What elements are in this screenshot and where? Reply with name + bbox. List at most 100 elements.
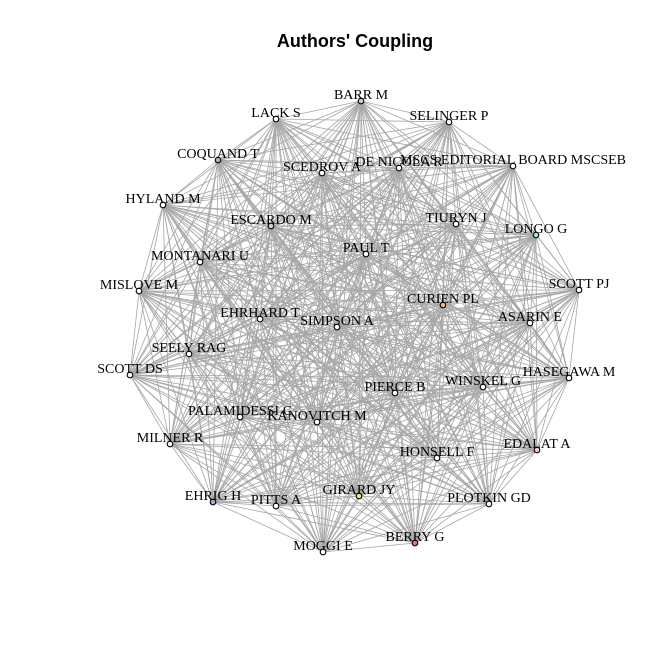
coupling-edge	[138, 253, 367, 292]
coupling-edge	[322, 542, 416, 553]
node-label-lack-s: LACK S	[251, 106, 300, 121]
coupling-edge	[358, 457, 438, 497]
coupling-edge	[336, 322, 531, 328]
coupling-edge	[169, 416, 241, 445]
coupling-edge	[162, 204, 537, 236]
coupling-edge	[270, 225, 367, 255]
coupling-edge	[436, 223, 457, 459]
coupling-edge	[259, 318, 338, 328]
coupling-edge	[448, 121, 514, 167]
node-longo-g	[532, 231, 540, 239]
node-label-scedrov-a: SCEDROV A	[283, 160, 362, 175]
coupling-edge	[316, 421, 416, 544]
coupling-edge	[129, 326, 338, 376]
coupling-edge	[275, 322, 531, 507]
node-label-simpson-a: SIMPSON A	[300, 314, 374, 329]
coupling-edge	[316, 165, 514, 423]
coupling-edge	[138, 290, 484, 388]
coupling-edge	[316, 304, 444, 423]
coupling-edge	[322, 386, 484, 553]
coupling-edge	[199, 261, 338, 328]
coupling-edge	[535, 234, 538, 451]
coupling-edge	[316, 392, 396, 423]
coupling-edge	[138, 118, 277, 292]
coupling-edge	[365, 253, 531, 324]
coupling-edge	[316, 253, 367, 423]
coupling-edge	[129, 318, 261, 376]
coupling-edge	[270, 225, 338, 328]
coupling-edge	[529, 322, 570, 379]
coupling-edge	[169, 304, 444, 445]
coupling-edge	[414, 322, 531, 544]
coupling-edge	[169, 443, 277, 507]
node-ehrig-h	[209, 498, 217, 506]
coupling-edge	[169, 234, 537, 445]
coupling-edge	[568, 289, 580, 379]
coupling-edge	[199, 223, 457, 263]
coupling-edge	[169, 443, 214, 503]
coupling-edge	[482, 386, 490, 505]
node-pitts-a	[272, 502, 280, 510]
coupling-edge	[358, 495, 416, 544]
coupling-edge	[321, 172, 484, 388]
coupling-edge	[398, 167, 570, 379]
coupling-edge	[365, 253, 490, 505]
coupling-edge	[138, 290, 444, 306]
node-label-seely-rag: SEELY RAG	[152, 341, 227, 356]
coupling-edge	[436, 377, 570, 459]
coupling-edge	[270, 225, 537, 236]
coupling-edge	[217, 159, 416, 544]
coupling-edge	[259, 289, 580, 320]
node-label-coquand-t: COQUAND T	[177, 147, 259, 162]
coupling-edge	[436, 386, 484, 459]
coupling-edge	[129, 374, 484, 388]
coupling-edge	[536, 289, 580, 451]
coupling-edge	[239, 416, 490, 505]
coupling-edge	[129, 374, 438, 459]
coupling-edge	[212, 501, 277, 507]
node-label-winskel-g: WINSKEL G	[445, 374, 521, 389]
coupling-edge	[448, 121, 531, 324]
coupling-edge	[169, 386, 484, 445]
coupling-edge	[188, 253, 367, 355]
coupling-edge	[259, 304, 444, 320]
node-hasegawa-m	[565, 374, 573, 382]
coupling-edge	[394, 322, 531, 394]
node-winskel-g	[479, 383, 487, 391]
node-asarin-e	[526, 319, 534, 327]
label-layer: BARR M LACK S SELINGER P COQUAND T SCEDROV A…	[97, 88, 626, 554]
coupling-edge	[169, 322, 531, 445]
coupling-edge	[414, 377, 570, 544]
coupling-edge	[442, 304, 570, 379]
coupling-edge	[199, 253, 367, 263]
coupling-edge	[322, 121, 450, 553]
coupling-edge	[199, 234, 537, 263]
node-de-nicola-r	[395, 164, 403, 172]
coupling-edge	[129, 165, 514, 376]
coupling-edge	[129, 225, 272, 376]
node-girard-jy	[355, 492, 363, 500]
coupling-edge	[162, 204, 277, 507]
coupling-edge	[488, 234, 537, 505]
coupling-edge	[316, 421, 538, 451]
node-simpson-a	[333, 323, 341, 331]
coupling-edge	[259, 318, 438, 459]
coupling-edge	[275, 118, 400, 169]
coupling-edge	[138, 172, 323, 292]
node-scott-pj	[575, 286, 583, 294]
coupling-edge	[270, 118, 277, 227]
node-label-milner-r: MILNER R	[137, 431, 204, 446]
node-label-ehrig-h: EHRIG H	[185, 489, 241, 504]
coupling-edge	[358, 392, 396, 497]
node-label-hasegawa-m: HASEGAWA M	[523, 365, 616, 380]
coupling-edge	[394, 386, 484, 394]
coupling-edge	[129, 253, 367, 376]
coupling-edge	[169, 326, 338, 445]
coupling-edge	[129, 374, 214, 503]
coupling-edge	[188, 318, 261, 355]
coupling-edge	[169, 353, 190, 445]
node-honsell-f	[433, 454, 441, 462]
coupling-edge	[129, 322, 531, 376]
coupling-edge	[322, 392, 396, 553]
node-curien-pl	[439, 301, 447, 309]
